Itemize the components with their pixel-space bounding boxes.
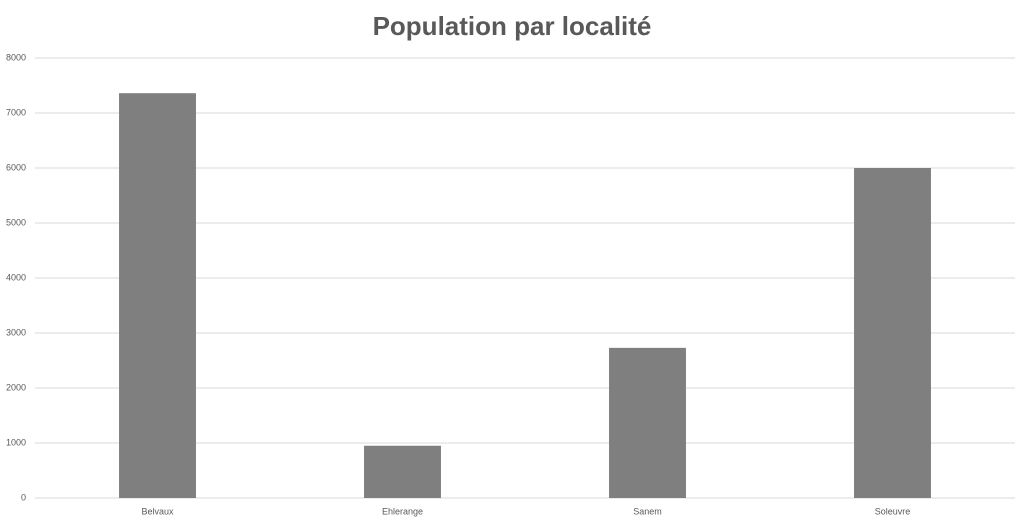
y-tick-label: 2000 — [6, 382, 26, 392]
x-tick-label: Soleuvre — [875, 506, 911, 516]
y-tick-label: 8000 — [6, 52, 26, 62]
y-tick-label: 4000 — [6, 272, 26, 282]
y-tick-label: 0 — [21, 492, 26, 502]
y-tick-label: 1000 — [6, 437, 26, 447]
y-tick-label: 5000 — [6, 217, 26, 227]
x-tick-label: Belvaux — [141, 506, 174, 516]
x-tick-label: Ehlerange — [382, 506, 423, 516]
bar — [854, 168, 931, 498]
y-tick-label: 3000 — [6, 327, 26, 337]
bar — [119, 93, 196, 498]
y-tick-label: 7000 — [6, 107, 26, 117]
bar — [364, 445, 441, 498]
x-tick-label: Sanem — [633, 506, 662, 516]
bar — [609, 347, 686, 498]
chart-title: Population par localité — [373, 11, 652, 41]
y-tick-label: 6000 — [6, 162, 26, 172]
